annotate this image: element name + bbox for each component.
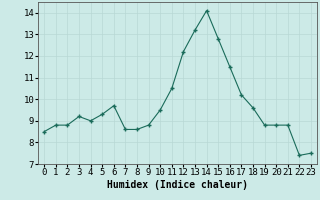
X-axis label: Humidex (Indice chaleur): Humidex (Indice chaleur): [107, 180, 248, 190]
